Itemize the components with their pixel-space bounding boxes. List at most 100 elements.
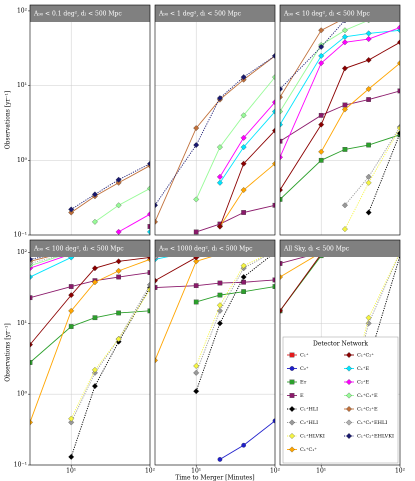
legend-label: C₂⁺ [300,366,309,372]
y-tick-label: 10² [17,249,28,256]
legend-marker [289,393,295,398]
marker [155,202,158,209]
series-line [195,250,275,373]
marker [365,173,372,180]
marker [115,267,122,274]
y-axis-label: Observations [yr⁻¹] [5,91,12,150]
marker [318,60,325,67]
marker [147,185,150,192]
marker [68,292,75,299]
marker [216,144,223,151]
marker [240,160,247,167]
legend-label: C₂⁺HLI [300,420,318,426]
marker [397,24,400,31]
marker [155,357,158,364]
marker [216,320,223,327]
x-tick-label: 10¹ [66,468,76,475]
marker [341,202,348,209]
marker [147,308,150,314]
legend-marker [346,392,352,399]
plot-area [280,5,400,235]
panel: A₉₀ < 1 deg², dₗ < 500 Mpc [154,4,276,236]
series-line [70,287,150,458]
legend-marker [289,406,295,412]
marker [115,176,122,183]
marker [92,315,98,321]
marker [216,179,223,186]
panel-header [155,240,275,257]
marker [217,292,223,298]
legend-label: C₁⁺C₂⁺EHLI [357,420,387,426]
marker [366,97,371,102]
x-tick-label: 10² [395,468,406,475]
marker [68,209,75,216]
marker [240,262,247,269]
marker [30,360,33,365]
panel: 10¹ 10² 10⁻¹ 10⁰ 10¹ 10² A₉₀ < 100 deg², dₗ < … [5,239,156,475]
marker [116,310,121,316]
marker [193,125,200,132]
marker [147,281,150,288]
series-layer [68,160,150,235]
legend: Detector NetworkC₁⁺C₂⁺EᴛEC₁⁺HLIC₂⁺HLIC₁⁺… [282,336,399,464]
panel-header [30,5,150,22]
marker [365,179,372,186]
marker [280,154,283,161]
marker [193,388,200,395]
marker [193,229,199,235]
series-line [70,289,150,419]
marker [341,226,348,233]
marker [342,147,348,152]
marker [193,258,200,265]
x-tick-label: 10¹ [316,468,326,475]
marker [241,279,246,285]
marker [30,260,33,267]
marker [68,453,75,460]
panel-header [280,240,400,257]
marker [91,383,98,390]
marker [30,274,33,281]
legend-label: C₁⁺HLVKI [300,434,325,440]
panel-title: A₉₀ < 0.1 deg², dₗ < 500 Mpc [33,11,122,18]
marker [193,196,200,203]
y-tick-label: 10⁻¹ [14,232,27,239]
marker [147,160,150,167]
marker [397,125,400,132]
marker [216,95,223,102]
marker [30,256,33,263]
series-line [70,165,150,213]
plot-area [30,240,150,465]
marker [280,108,283,115]
legend-marker [346,419,352,426]
panel-title: A₉₀ < 1000 deg², dₗ < 500 Mpc [158,246,253,253]
series-line [195,76,275,200]
legend-label: C₁⁺HLI [300,407,318,413]
marker [115,179,122,186]
plot-area [155,5,275,235]
panel-frame [279,4,401,236]
marker [318,148,325,155]
marker [272,160,275,167]
marker [280,274,283,281]
panel-header [155,5,275,22]
marker [318,157,324,163]
marker [280,307,283,314]
marker [280,187,283,193]
marker [193,142,200,149]
panel-frame [154,4,276,236]
marker [115,228,122,235]
marker [241,210,246,215]
marker [91,265,98,272]
marker [30,419,33,426]
legend-label: C₁⁺ [300,353,309,359]
marker [193,283,199,289]
marker [272,127,275,134]
y-tick-label: 10¹ [17,320,27,327]
series-line [70,284,150,423]
legend-label: C₁⁺C₁⁺E [357,393,378,399]
panel-title: A₉₀ < 10 deg², dₗ < 500 Mpc [283,11,370,18]
marker [280,121,283,128]
marker [272,52,275,59]
series-line [344,127,400,230]
panel: 10¹ 10² A₉₀ < 1000 deg², dₗ < 500 Mpc Time … [154,239,281,481]
